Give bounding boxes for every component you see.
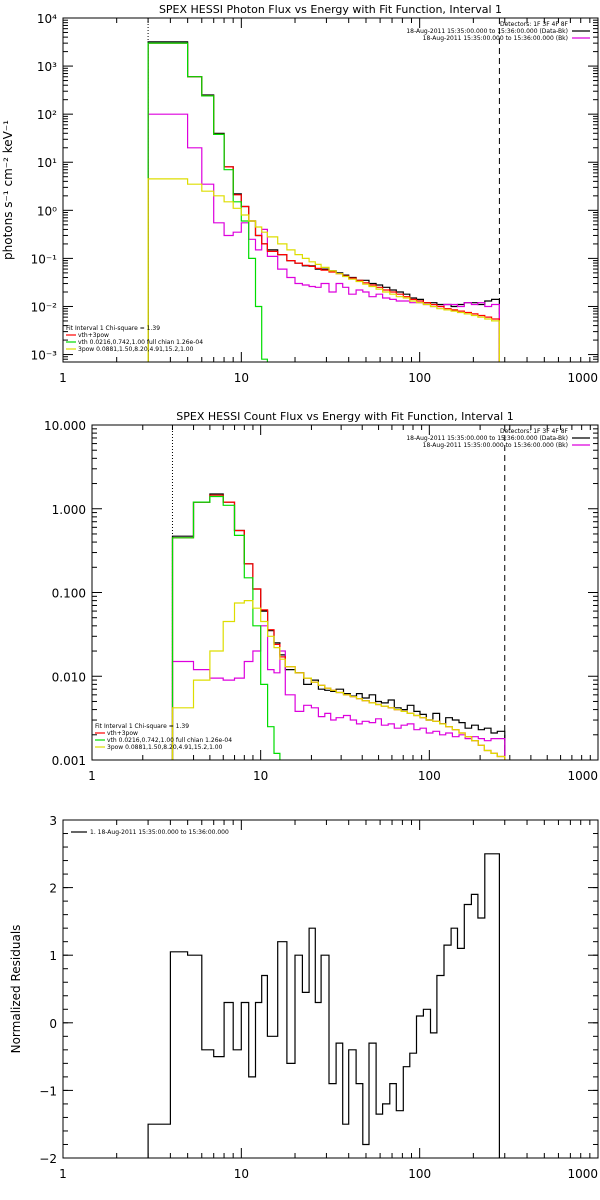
y-axis-label: Normalized Residuals: [9, 925, 23, 1054]
series-line-0: [147, 853, 500, 1158]
x-tick-label: 1000: [567, 769, 598, 783]
x-tick-label: 100: [408, 371, 431, 385]
y-axis-label: photons s⁻¹ cm⁻² keV⁻¹: [1, 120, 15, 260]
plot-frame: [62, 819, 599, 1159]
y-tick-label: 10⁴: [37, 12, 57, 26]
series-line-2: [147, 42, 500, 362]
info-text: 18-Aug-2011 15:35:00.000 to 15:36:00.000…: [423, 35, 568, 42]
photon-flux-chart: SPEX HESSI Photon Flux vs Energy with Fi…: [1, 3, 599, 385]
y-tick-label: 10¹: [37, 156, 57, 170]
plot-area: [171, 493, 506, 760]
x-tick-label: 1: [88, 769, 96, 783]
info-text: 18-Aug-2011 15:35:00.000 to 15:36:00.000…: [406, 28, 568, 35]
plot-area: [147, 853, 500, 1158]
info-text: 18-Aug-2011 15:35:00.000 to 15:36:00.000…: [406, 435, 568, 442]
plot-area: [147, 41, 500, 362]
series-line-4: [147, 178, 500, 362]
legend-entry: 3pow 0.0881,1.50,8.20,4.91,15.2,1.00: [107, 744, 223, 751]
plot-frame: [62, 17, 599, 363]
x-tick-label: 1000: [567, 1167, 598, 1181]
y-tick-label: 2: [49, 882, 57, 896]
legend-entry: 3pow 0.0881,1.50,8.20,4.91,15.2,1.00: [78, 346, 194, 353]
y-tick-label: 10⁻¹: [31, 252, 58, 266]
y-tick-label: 10³: [37, 60, 57, 74]
x-tick-label: 1000: [567, 371, 598, 385]
series-line-0: [171, 493, 506, 760]
y-tick-label: 10²: [37, 108, 57, 122]
y-tick-label: 0.010: [52, 670, 86, 684]
series-line-3: [147, 42, 268, 362]
y-tick-label: 1.000: [52, 503, 86, 517]
chart-title: SPEX HESSI Count Flux vs Energy with Fit…: [176, 410, 513, 423]
legend-entry: 1. 18-Aug-2011 15:35:00.000 to 15:36:00.…: [90, 829, 229, 836]
y-tick-label: 10⁻²: [31, 300, 58, 314]
x-tick-label: 100: [408, 1167, 431, 1181]
legend-entry: vth 0.0216,0.742,1.00 full chian 1.26e-0…: [107, 737, 232, 744]
plot-frame: [91, 424, 599, 761]
series-line-1: [147, 113, 500, 362]
legend-title: Fit Interval 1 Chi-square = 1.39: [66, 325, 160, 332]
x-tick-label: 10: [253, 769, 268, 783]
y-tick-label: 10⁻³: [31, 349, 58, 363]
y-tick-label: −2: [39, 1152, 57, 1166]
chart-title: SPEX HESSI Photon Flux vs Energy with Fi…: [159, 3, 502, 16]
legend-entry: vth 0.0216,0.742,1.00 full chian 1.26e-0…: [78, 339, 203, 346]
y-tick-label: 10⁰: [37, 204, 57, 218]
y-tick-label: 0: [49, 1017, 57, 1031]
legend-entry: vth+3pow: [78, 332, 109, 339]
y-tick-label: 0.100: [52, 587, 86, 601]
y-tick-label: 1: [49, 949, 57, 963]
residuals-chart: Normalized Residuals 1 10 100 1000 −2 −1 0 1 2 3 1.…: [9, 814, 599, 1181]
legend-entry: vth+3pow: [107, 730, 138, 737]
x-tick-label: 1: [59, 371, 67, 385]
y-tick-label: 0.001: [52, 754, 86, 768]
count-flux-chart: SPEX HESSI Count Flux vs Energy with Fit…: [44, 410, 599, 783]
x-tick-label: 100: [418, 769, 441, 783]
series-line-0: [147, 41, 500, 362]
info-text: Detectors: 1F 3F 4F 8F: [500, 428, 569, 435]
legend-title: Fit Interval 1 Chi-square = 1.39: [95, 723, 189, 730]
x-tick-label: 10: [234, 371, 249, 385]
y-tick-label: 10.000: [44, 419, 86, 433]
y-tick-label: −1: [39, 1084, 57, 1098]
series-line-3: [171, 495, 286, 760]
y-tick-label: 3: [49, 814, 57, 828]
info-text: Detectors: 1F 3F 4F 8F: [500, 21, 569, 28]
info-text: 18-Aug-2011 15:35:00.000 to 15:36:00.000…: [423, 442, 568, 449]
x-tick-label: 1: [59, 1167, 67, 1181]
x-tick-label: 10: [234, 1167, 249, 1181]
series-line-4: [171, 600, 506, 760]
